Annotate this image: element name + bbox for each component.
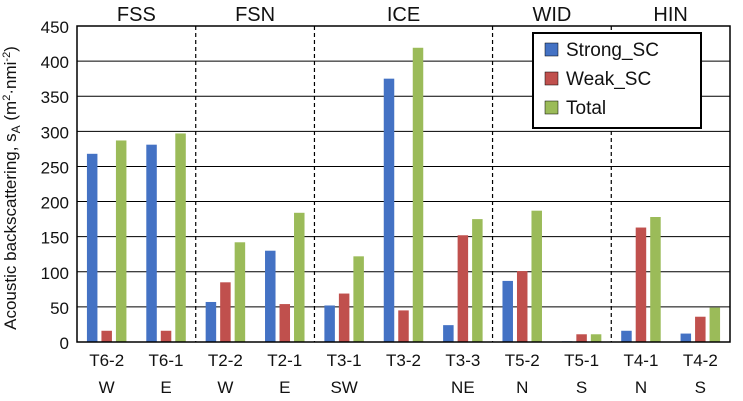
y-tick-label: 50 xyxy=(50,299,69,318)
legend: Strong_SC Weak_SC Total xyxy=(532,32,702,129)
legend-swatch-weak xyxy=(544,71,559,86)
y-tick-label: 250 xyxy=(41,158,69,177)
bar xyxy=(86,153,98,342)
legend-box xyxy=(532,32,702,129)
bar xyxy=(576,334,587,342)
bar xyxy=(635,227,647,342)
bar xyxy=(234,242,246,342)
x-tick-label: T4-1 xyxy=(623,351,658,370)
bar xyxy=(115,140,127,342)
bar xyxy=(294,212,305,342)
bar xyxy=(709,307,721,342)
y-tick-label: 100 xyxy=(41,264,69,283)
x-tick-label: T6-1 xyxy=(149,351,184,370)
bar xyxy=(353,256,364,342)
x-sublabel: S xyxy=(576,378,587,397)
group-label: HIN xyxy=(653,4,687,26)
bar xyxy=(412,47,424,342)
y-tick-labels: 0 50 100 150 200 250 300 350 400 450 xyxy=(41,18,69,353)
x-sublabel: N xyxy=(516,378,528,397)
y-tick-label: 400 xyxy=(41,53,69,72)
x-sublabel: E xyxy=(160,378,171,397)
bar xyxy=(680,333,692,342)
bar xyxy=(457,235,469,342)
x-sublabel: E xyxy=(279,378,290,397)
bar xyxy=(650,217,661,342)
y-tick-label: 0 xyxy=(60,334,69,353)
bars xyxy=(86,47,721,343)
legend-label-weak: Weak_SC xyxy=(566,69,651,90)
group-label: FSS xyxy=(117,4,156,26)
plot-frame xyxy=(76,25,731,343)
group-label: ICE xyxy=(387,4,420,26)
bar xyxy=(205,301,217,342)
x-sublabel: S xyxy=(695,378,706,397)
bar xyxy=(695,316,706,342)
bar xyxy=(502,280,513,342)
bar xyxy=(175,133,186,342)
x-tick-label: T3-2 xyxy=(386,351,421,370)
group-label: FSN xyxy=(235,4,275,26)
y-tick-label: 150 xyxy=(41,229,69,248)
x-sublabel: NE xyxy=(451,378,475,397)
y-tick-label: 300 xyxy=(41,123,69,142)
x-tick-labels: T6-2 T6-1 T2-2 T2-1 T3-1 T3-2 T3-3 T5-2 T5-1 T4-1… xyxy=(89,351,718,370)
group-labels: FSS FSN ICE WID HIN xyxy=(117,4,688,26)
x-sublabel: N xyxy=(635,378,647,397)
bar xyxy=(443,325,454,342)
x-tick-label: T3-3 xyxy=(445,351,480,370)
x-sublabel: W xyxy=(217,378,233,397)
bar xyxy=(279,304,291,342)
legend-label-strong: Strong_SC xyxy=(566,40,659,61)
bar xyxy=(472,219,483,342)
bar xyxy=(621,330,632,342)
x-tick-label: T3-1 xyxy=(327,351,362,370)
x-tick-label: T6-2 xyxy=(89,351,124,370)
y-axis-title: Acoustic backscattering, sA (m2·nmi-2) xyxy=(1,46,23,330)
bar xyxy=(516,271,528,342)
bar xyxy=(220,282,231,342)
legend-swatch-strong xyxy=(544,42,559,57)
x-tick-label: T5-2 xyxy=(505,351,540,370)
group-label: WID xyxy=(532,4,571,26)
y-tick-label: 450 xyxy=(41,18,69,37)
x-sublabels: W E W E SW NE N S N S xyxy=(99,378,706,397)
bar xyxy=(146,144,157,342)
x-tick-label: T2-1 xyxy=(267,351,302,370)
bar xyxy=(160,330,172,342)
bar xyxy=(324,305,335,342)
x-sublabel: SW xyxy=(330,378,357,397)
bar xyxy=(265,250,276,342)
y-tick-label: 200 xyxy=(41,194,69,213)
legend-swatch-total xyxy=(544,100,559,115)
bar xyxy=(383,78,395,343)
x-tick-label: T2-2 xyxy=(208,351,243,370)
bar xyxy=(531,210,542,342)
bar xyxy=(338,293,350,342)
x-tick-label: T4-2 xyxy=(683,351,718,370)
x-sublabel: W xyxy=(99,378,115,397)
legend-label-total: Total xyxy=(566,98,606,119)
x-tick-label: T5-1 xyxy=(564,351,599,370)
bar xyxy=(590,334,602,342)
bar xyxy=(398,310,409,342)
grid-lines xyxy=(77,60,730,308)
bar xyxy=(101,330,112,342)
y-tick-label: 350 xyxy=(41,88,69,107)
